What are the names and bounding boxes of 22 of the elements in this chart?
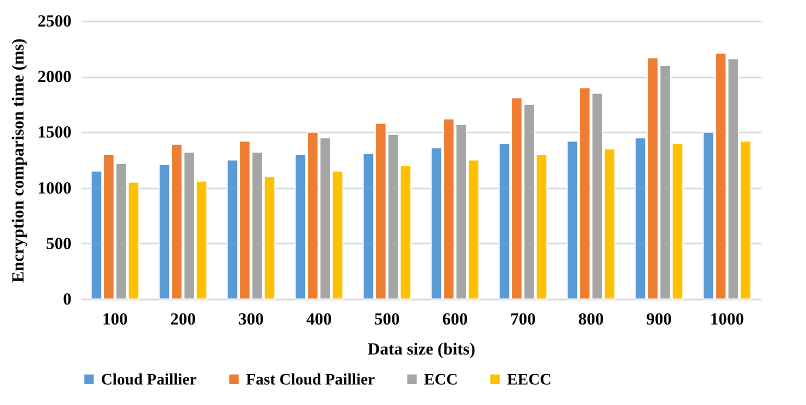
x-axis-title: Data size (bits) [368, 340, 476, 358]
x-tick-label: 100 [102, 310, 128, 328]
legend-label: EECC [507, 371, 552, 388]
y-tick-label: 1000 [38, 178, 72, 198]
x-tick-label: 300 [238, 310, 264, 328]
x-tick-label: 900 [646, 310, 672, 328]
y-axis-title: Encryption comparison time (ms) [8, 38, 28, 283]
y-tick-label: 0 [63, 290, 72, 308]
y-tick-label: 500 [46, 234, 72, 253]
x-tick-label: 1000 [710, 310, 744, 328]
y-tick-label: 1500 [38, 122, 72, 142]
y-tick-label: 2000 [38, 67, 72, 86]
x-tick-label: 500 [374, 310, 400, 328]
x-tick-label: 700 [510, 310, 536, 328]
x-tick-label: 800 [578, 310, 604, 328]
legend-label: Fast Cloud Paillier [246, 371, 375, 388]
x-tick-label: 600 [442, 310, 468, 328]
x-tick-label: 400 [306, 310, 332, 328]
legend-label: ECC [424, 371, 458, 388]
legend-label: Cloud Paillier [101, 371, 197, 388]
y-tick-label: 2500 [38, 12, 72, 30]
x-tick-label: 200 [170, 310, 196, 328]
